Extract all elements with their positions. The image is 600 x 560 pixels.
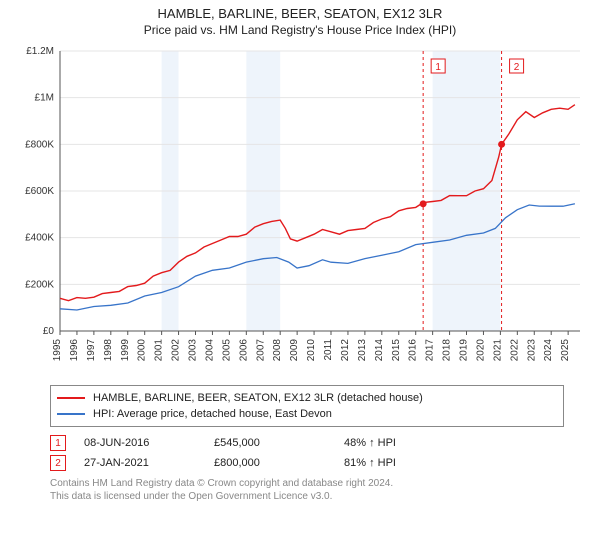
x-tick-label: 2001 — [154, 339, 165, 362]
y-tick-label: £600K — [25, 186, 54, 197]
x-tick-label: 2016 — [408, 339, 419, 362]
sale-delta: 48% ↑ HPI — [344, 437, 474, 449]
sales-table: 1 08-JUN-2016£545,00048% ↑ HPI 2 27-JAN-202… — [50, 433, 590, 473]
sale-marker-number: 1 — [435, 62, 441, 73]
y-tick-label: £400K — [25, 233, 54, 244]
x-tick-label: 2015 — [391, 339, 402, 362]
sale-row: 1 08-JUN-2016£545,00048% ↑ HPI — [50, 433, 590, 453]
x-tick-label: 2011 — [323, 339, 334, 361]
price-chart: £0 £200K £400K £600K £800K £1M £1.2M 1995 1996 19… — [10, 41, 590, 381]
sale-date: 08-JUN-2016 — [84, 437, 214, 449]
x-tick-label: 2007 — [255, 339, 266, 362]
y-tick-label: £0 — [43, 326, 55, 337]
x-tick-label: 2024 — [543, 339, 554, 362]
x-tick-label: 2002 — [171, 339, 182, 362]
legend-row: HAMBLE, BARLINE, BEER, SEATON, EX12 3LR … — [57, 390, 557, 406]
y-tick-label: £1.2M — [26, 46, 54, 57]
sale-point — [420, 200, 427, 207]
x-tick-label: 2021 — [492, 339, 503, 362]
x-tick-label: 2005 — [221, 339, 232, 362]
legend-label: HPI: Average price, detached house, East… — [93, 408, 332, 420]
x-tick-label: 2004 — [204, 339, 215, 362]
legend-label: HAMBLE, BARLINE, BEER, SEATON, EX12 3LR … — [93, 392, 423, 404]
chart-subtitle: Price paid vs. HM Land Registry's House … — [10, 23, 590, 37]
legend-swatch — [57, 397, 85, 399]
x-tick-label: 2009 — [289, 339, 300, 362]
x-tick-label: 2020 — [475, 339, 486, 362]
x-tick-label: 2025 — [560, 339, 571, 362]
sale-marker-number: 2 — [514, 62, 520, 73]
x-tick-label: 1995 — [52, 339, 63, 362]
x-tick-label: 2018 — [442, 339, 453, 362]
x-tick-label: 2008 — [272, 339, 283, 362]
chart-legend: HAMBLE, BARLINE, BEER, SEATON, EX12 3LR … — [50, 385, 564, 427]
y-tick-label: £200K — [25, 279, 54, 290]
x-tick-label: 2013 — [357, 339, 368, 362]
sale-price: £800,000 — [214, 457, 344, 469]
x-tick-label: 1998 — [103, 339, 114, 362]
y-tick-label: £800K — [25, 139, 54, 150]
x-tick-label: 2023 — [526, 339, 537, 362]
x-tick-label: 1997 — [86, 339, 97, 362]
x-tick-label: 2017 — [425, 339, 436, 362]
chart-svg: £0 £200K £400K £600K £800K £1M £1.2M 1995 1996 19… — [10, 41, 590, 381]
x-tick-label: 1996 — [69, 339, 80, 362]
sale-row: 2 27-JAN-2021£800,00081% ↑ HPI — [50, 453, 590, 473]
sale-date: 27-JAN-2021 — [84, 457, 214, 469]
footer-line: Contains HM Land Registry data © Crown c… — [50, 477, 590, 490]
x-tick-label: 2012 — [340, 339, 351, 362]
x-tick-label: 2010 — [306, 339, 317, 362]
chart-title: HAMBLE, BARLINE, BEER, SEATON, EX12 3LR — [10, 6, 590, 21]
x-tick-label: 2019 — [459, 339, 470, 362]
x-tick-label: 2006 — [238, 339, 249, 362]
sale-delta: 81% ↑ HPI — [344, 457, 474, 469]
x-tick-label: 2003 — [188, 339, 199, 362]
legend-row: HPI: Average price, detached house, East… — [57, 406, 557, 422]
x-tick-label: 2000 — [137, 339, 148, 362]
x-tick-label: 2014 — [374, 339, 385, 362]
attribution-footer: Contains HM Land Registry data © Crown c… — [50, 477, 590, 503]
sale-row-marker: 2 — [50, 455, 66, 471]
y-tick-label: £1M — [35, 93, 54, 104]
footer-line: This data is licensed under the Open Gov… — [50, 490, 590, 503]
legend-swatch — [57, 413, 85, 415]
x-tick-label: 2022 — [509, 339, 520, 362]
x-tick-label: 1999 — [120, 339, 131, 362]
sale-point — [498, 141, 505, 148]
sale-row-marker: 1 — [50, 435, 66, 451]
sale-price: £545,000 — [214, 437, 344, 449]
